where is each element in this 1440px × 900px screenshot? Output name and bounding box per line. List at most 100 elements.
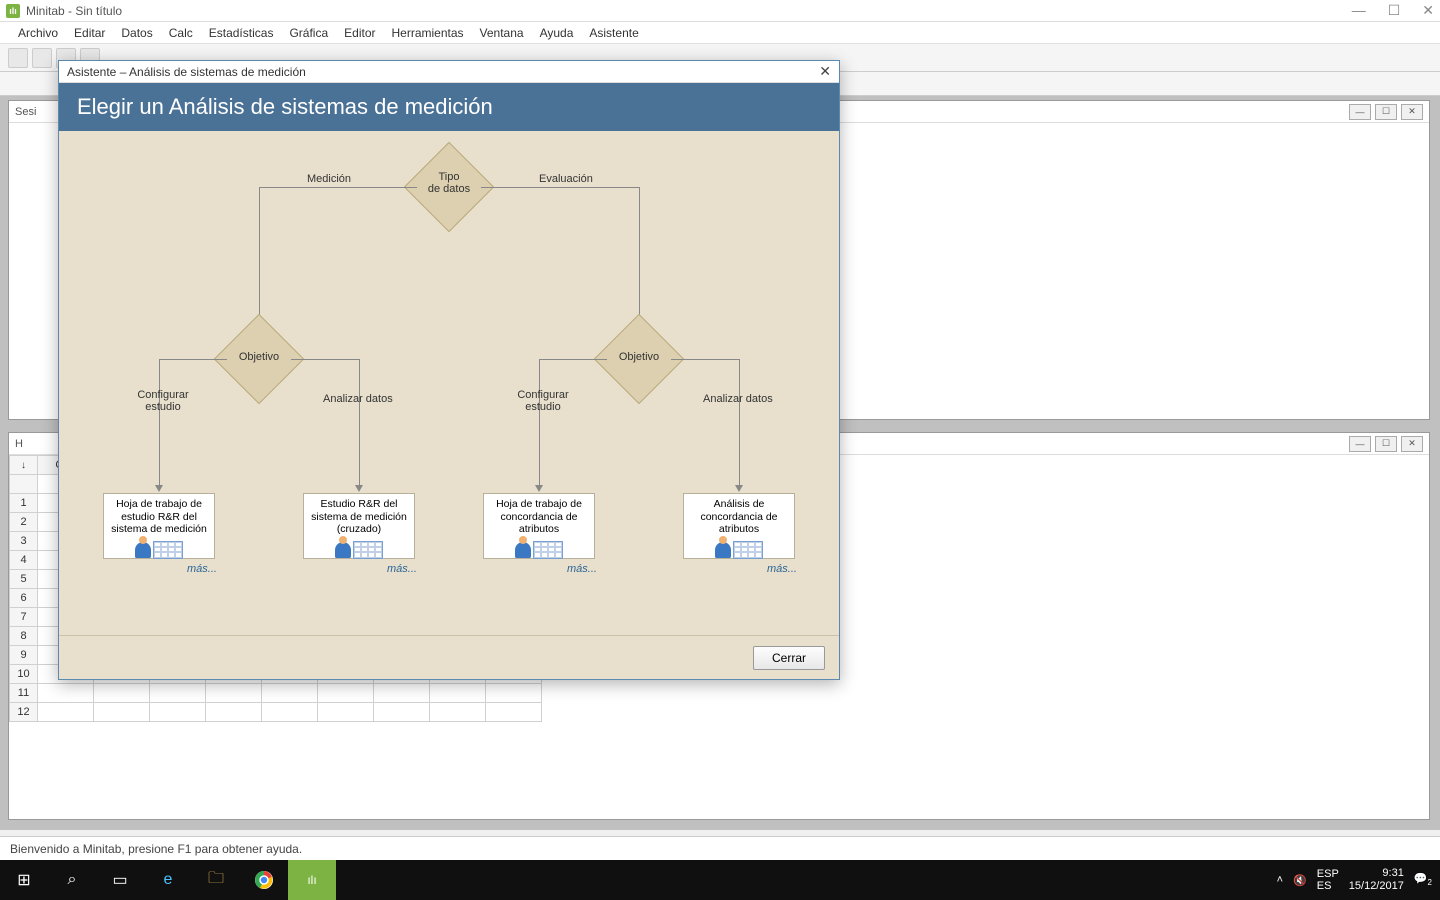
row-header[interactable]: 8 (10, 627, 38, 646)
menu-asistente[interactable]: Asistente (581, 26, 646, 40)
more-link[interactable]: más... (767, 563, 797, 575)
more-link[interactable]: más... (187, 563, 217, 575)
flowchart-line (159, 359, 227, 360)
cell[interactable] (374, 703, 430, 722)
cell[interactable] (486, 684, 542, 703)
close-icon[interactable]: ✕ (1422, 2, 1434, 19)
notifications-icon[interactable]: 💬2 (1414, 872, 1432, 887)
menu-calc[interactable]: Calc (161, 26, 201, 40)
menu-ayuda[interactable]: Ayuda (532, 26, 582, 40)
flowchart-line (359, 359, 360, 485)
chrome-icon[interactable] (240, 860, 288, 900)
assistant-dialog: Asistente – Análisis de sistemas de medi… (58, 60, 840, 680)
row-header[interactable]: 9 (10, 646, 38, 665)
title-bar: ılı Minitab - Sin título — ☐ ✕ (0, 0, 1440, 22)
row-header[interactable]: 11 (10, 684, 38, 703)
menu-datos[interactable]: Datos (113, 26, 160, 40)
flowchart-branch-label: Analizar datos (323, 393, 393, 405)
row-header[interactable]: 7 (10, 608, 38, 627)
cell[interactable] (206, 684, 262, 703)
minimize-icon[interactable]: — (1352, 2, 1366, 19)
cell[interactable] (38, 703, 94, 722)
cell[interactable] (318, 684, 374, 703)
row-header[interactable]: 10 (10, 665, 38, 684)
start-button[interactable]: ⊞ (0, 860, 48, 900)
more-link[interactable]: más... (567, 563, 597, 575)
mdi-minimize-icon[interactable]: — (1349, 104, 1371, 120)
arrow-down-icon (735, 485, 743, 492)
cell[interactable] (486, 703, 542, 722)
dialog-close-icon[interactable]: ✕ (819, 63, 831, 80)
cell[interactable] (318, 703, 374, 722)
minitab-taskbar-icon[interactable]: ılı (288, 860, 336, 900)
flowchart-line (539, 359, 540, 485)
cell[interactable] (94, 703, 150, 722)
cell[interactable] (38, 684, 94, 703)
toolbar-button[interactable] (32, 48, 52, 68)
mdi-close-icon[interactable]: ✕ (1401, 436, 1423, 452)
session-window-title: Sesi (15, 106, 36, 118)
menu-ventana[interactable]: Ventana (472, 26, 532, 40)
cell[interactable] (94, 684, 150, 703)
explorer-icon[interactable]: 🗀 (192, 860, 240, 900)
person-icon (715, 542, 731, 558)
cell[interactable] (150, 684, 206, 703)
flowchart-branch-label: Configurar estudio (133, 389, 193, 413)
menu-estadisticas[interactable]: Estadísticas (201, 26, 282, 40)
worksheet-window-title: H (15, 438, 23, 450)
option-label: Hoja de trabajo de estudio R&R del siste… (108, 498, 210, 536)
option-hoja-concordancia[interactable]: Hoja de trabajo de concordancia de atrib… (483, 493, 595, 559)
flowchart-line (539, 359, 607, 360)
flowchart-line (481, 187, 639, 188)
option-estudio-rr[interactable]: Estudio R&R del sistema de medición (cru… (303, 493, 415, 559)
row-header[interactable]: 12 (10, 703, 38, 722)
more-link[interactable]: más... (387, 563, 417, 575)
mdi-maximize-icon[interactable]: ☐ (1375, 436, 1397, 452)
worksheet-corner[interactable]: ↓ (10, 456, 38, 475)
cell[interactable] (374, 684, 430, 703)
cell[interactable] (206, 703, 262, 722)
menu-herramientas[interactable]: Herramientas (384, 26, 472, 40)
row-header[interactable]: 2 (10, 513, 38, 532)
row-header[interactable]: 4 (10, 551, 38, 570)
close-button[interactable]: Cerrar (753, 646, 825, 670)
flowchart-branch-label: Analizar datos (703, 393, 773, 405)
option-analisis-concordancia[interactable]: Análisis de concordancia de atributos (683, 493, 795, 559)
row-header[interactable]: 1 (10, 494, 38, 513)
menu-editor[interactable]: Editor (336, 26, 383, 40)
menu-grafica[interactable]: Gráfica (281, 26, 336, 40)
flowchart-line (639, 187, 640, 327)
toolbar-button[interactable] (8, 48, 28, 68)
row-header[interactable]: 3 (10, 532, 38, 551)
tray-chevron-icon[interactable]: ˄ (1277, 874, 1283, 886)
tray-clock[interactable]: 9:31 15/12/2017 (1349, 867, 1404, 893)
cell[interactable] (262, 703, 318, 722)
menu-editar[interactable]: Editar (66, 26, 113, 40)
search-icon[interactable]: ⌕ (48, 860, 96, 900)
arrow-down-icon (155, 485, 163, 492)
menu-archivo[interactable]: Archivo (10, 26, 66, 40)
tray-lang[interactable]: ESPES (1317, 868, 1339, 892)
option-label: Estudio R&R del sistema de medición (cru… (308, 498, 410, 536)
option-label: Hoja de trabajo de concordancia de atrib… (488, 498, 590, 536)
mdi-close-icon[interactable]: ✕ (1401, 104, 1423, 120)
status-bar: Bienvenido a Minitab, presione F1 para o… (0, 836, 1440, 860)
mdi-maximize-icon[interactable]: ☐ (1375, 104, 1397, 120)
task-view-icon[interactable]: ▭ (96, 860, 144, 900)
cell[interactable] (430, 684, 486, 703)
option-label: Análisis de concordancia de atributos (688, 498, 790, 536)
cell[interactable] (262, 684, 318, 703)
row-header[interactable]: 5 (10, 570, 38, 589)
flowchart-line (159, 359, 160, 485)
tray-volume-icon[interactable]: 🔇 (1293, 874, 1307, 887)
edge-icon[interactable]: e (144, 860, 192, 900)
mdi-minimize-icon[interactable]: — (1349, 436, 1371, 452)
row-header[interactable]: 6 (10, 589, 38, 608)
cell[interactable] (430, 703, 486, 722)
option-hoja-rr[interactable]: Hoja de trabajo de estudio R&R del siste… (103, 493, 215, 559)
flowchart-right-label: Objetivo (594, 351, 684, 363)
flowchart-line (671, 359, 739, 360)
maximize-icon[interactable]: ☐ (1388, 2, 1401, 19)
person-icon (515, 542, 531, 558)
cell[interactable] (150, 703, 206, 722)
